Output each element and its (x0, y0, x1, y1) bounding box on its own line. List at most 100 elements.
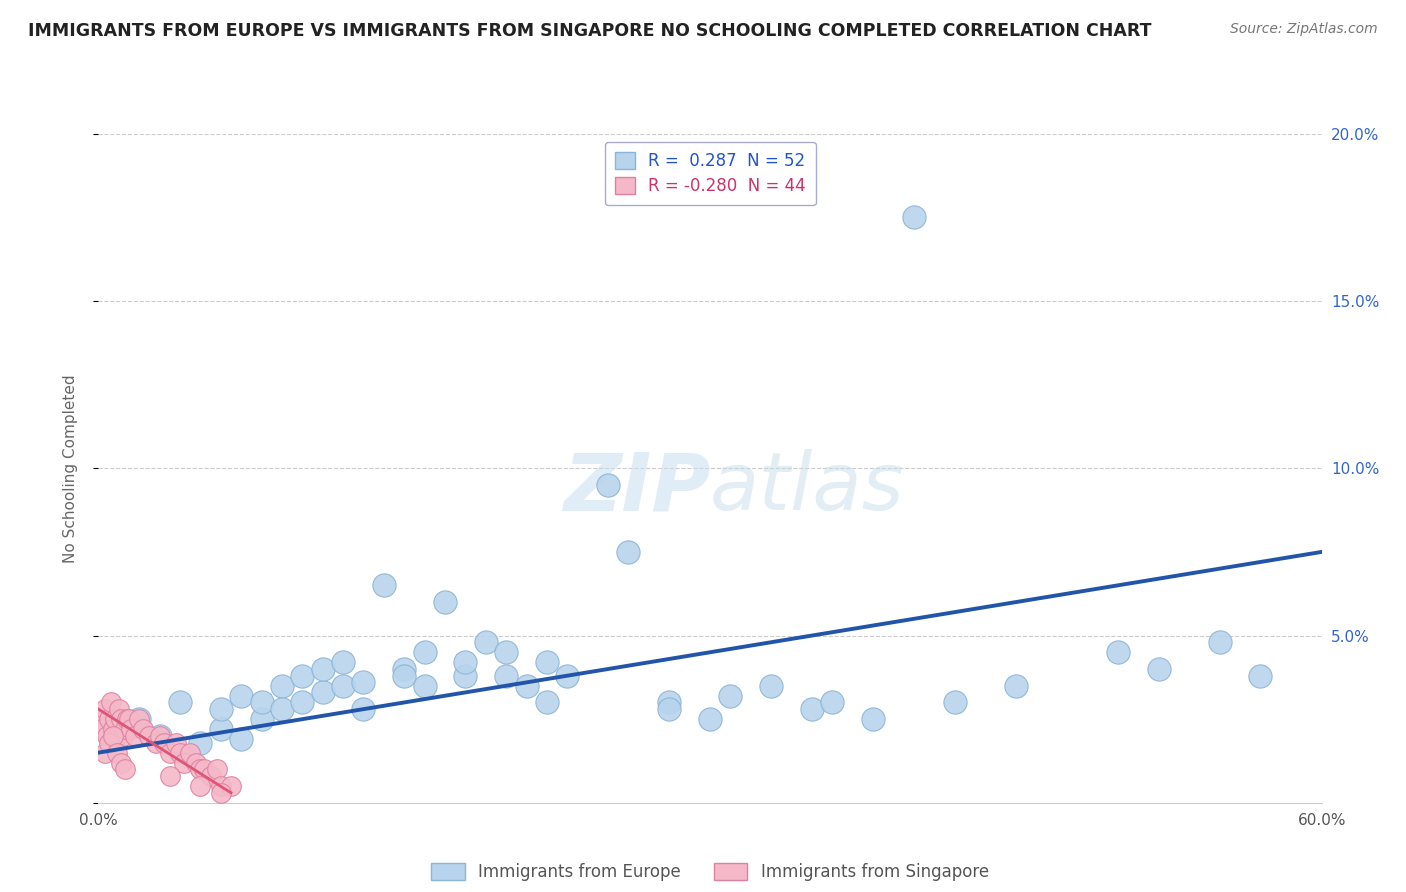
Point (188, 735, 212, 749)
Point (699, 712, 721, 726)
Point (149, 729, 172, 743)
Point (169, 746, 191, 760)
Point (862, 712, 884, 726)
Point (1004, 679, 1026, 693)
Point (93, 746, 115, 760)
Point (132, 723, 155, 737)
Point (200, 769, 222, 783)
Point (138, 729, 160, 743)
Point (352, 702, 374, 716)
Point (1147, 662, 1170, 676)
Point (100, 696, 122, 710)
Point (536, 696, 558, 710)
Point (392, 662, 416, 676)
Point (159, 746, 181, 760)
Point (761, 679, 783, 693)
Point (943, 696, 966, 710)
Text: atlas: atlas (710, 450, 905, 527)
Point (93, 702, 115, 716)
Point (219, 779, 242, 793)
Point (96, 729, 118, 743)
Point (312, 685, 335, 699)
Point (209, 786, 232, 800)
Point (120, 723, 142, 737)
Point (516, 679, 538, 693)
Point (114, 762, 136, 776)
Point (108, 702, 131, 716)
Point (188, 762, 212, 776)
Point (598, 478, 620, 492)
Point (312, 662, 335, 676)
Text: IMMIGRANTS FROM EUROPE VS IMMIGRANTS FROM SINGAPORE NO SCHOOLING COMPLETED CORRE: IMMIGRANTS FROM EUROPE VS IMMIGRANTS FRO… (28, 22, 1152, 40)
Point (332, 655, 354, 669)
Point (193, 762, 215, 776)
Point (101, 729, 124, 743)
Point (617, 545, 640, 559)
Point (145, 735, 167, 749)
Point (114, 723, 136, 737)
Point (250, 696, 273, 710)
Point (413, 645, 436, 659)
Point (801, 702, 824, 716)
Point (186, 756, 208, 770)
Point (205, 762, 228, 776)
Y-axis label: No Schooling Completed: No Schooling Completed (63, 374, 77, 563)
Point (392, 669, 416, 683)
Point (231, 732, 253, 747)
Point (413, 679, 436, 693)
Point (434, 595, 457, 609)
Point (118, 712, 141, 726)
Point (536, 655, 558, 669)
Point (179, 746, 201, 760)
Point (495, 669, 517, 683)
Point (495, 645, 517, 659)
Point (332, 679, 354, 693)
Point (165, 735, 187, 749)
Point (373, 578, 395, 592)
Point (115, 712, 138, 726)
Point (270, 679, 294, 693)
Point (110, 712, 132, 726)
Point (149, 729, 172, 743)
Point (1107, 645, 1129, 659)
Point (209, 702, 232, 716)
Point (128, 712, 150, 726)
Point (720, 689, 742, 703)
Point (903, 211, 925, 225)
Point (474, 635, 498, 649)
Point (454, 669, 477, 683)
Point (188, 779, 212, 793)
Point (352, 675, 374, 690)
Point (291, 696, 314, 710)
Point (105, 746, 128, 760)
Point (270, 702, 294, 716)
Point (658, 702, 681, 716)
Point (291, 669, 314, 683)
Point (111, 729, 134, 743)
Point (209, 779, 232, 793)
Point (1209, 635, 1232, 649)
Point (97, 712, 120, 726)
Point (209, 723, 232, 737)
Point (152, 735, 174, 749)
Point (557, 669, 579, 683)
Point (110, 756, 132, 770)
Point (231, 689, 253, 703)
Text: ZIP: ZIP (562, 450, 710, 527)
Point (454, 655, 477, 669)
Point (124, 729, 146, 743)
Point (105, 729, 128, 743)
Point (128, 712, 150, 726)
Text: Source: ZipAtlas.com: Source: ZipAtlas.com (1230, 22, 1378, 37)
Point (91, 723, 114, 737)
Point (101, 723, 124, 737)
Point (1249, 669, 1271, 683)
Point (169, 696, 191, 710)
Point (159, 769, 181, 783)
Point (658, 696, 681, 710)
Point (97, 735, 120, 749)
Point (104, 712, 127, 726)
Legend: Immigrants from Europe, Immigrants from Singapore: Immigrants from Europe, Immigrants from … (425, 856, 995, 888)
Point (821, 696, 844, 710)
Point (173, 756, 195, 770)
